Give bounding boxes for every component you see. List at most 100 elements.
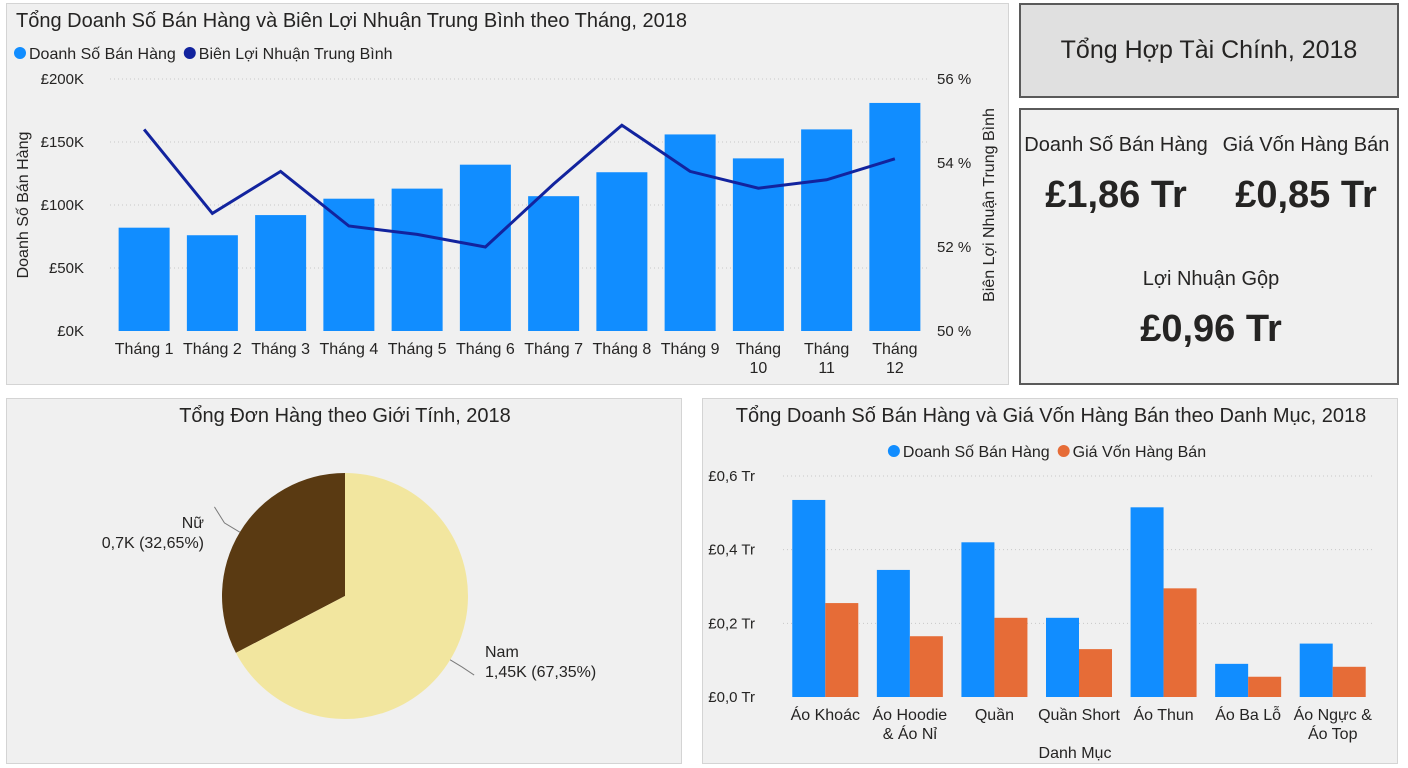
monthly-sales-bar-2 (255, 215, 307, 331)
monthly-y2-tick-1: 52 % (937, 239, 971, 256)
category-bar-0-2 (961, 542, 995, 697)
pie-slice-0 (221, 473, 345, 653)
category-bar-0-1 (876, 569, 910, 697)
monthly-chart: Doanh Số Bán Hàng Biên Lợi Nhuận Trung Bì… (14, 46, 998, 377)
monthly-x-tick-10-0: Tháng (804, 341, 849, 358)
pie-leader-line-1 (449, 659, 475, 676)
category-bar-0-0 (792, 499, 826, 697)
kpi-profit-label: Lợi Nhuận Gộp (1142, 268, 1280, 290)
gender-pie-chart: Nữ 0,7K (32,65%) Nam 1,45K (67,35%) (102, 473, 596, 719)
pie-label-name-1: Nam (485, 644, 519, 661)
monthly-sales-bar-1 (186, 235, 238, 331)
monthly-sales-bar-7 (596, 172, 648, 331)
category-x-tick-3-0: Quần Short (1038, 707, 1120, 724)
category-chart-title: Tổng Doanh Số Bán Hàng và Giá Vốn Hàng B… (735, 405, 1367, 427)
gender-chart-title: Tổng Đơn Hàng theo Giới Tính, 2018 (179, 405, 511, 427)
monthly-legend-marker-1 (183, 47, 196, 59)
monthly-x-tick-11-1: 12 (886, 360, 904, 377)
category-legend-marker-1 (1057, 445, 1070, 457)
monthly-x-tick-4-0: Tháng 5 (388, 341, 447, 358)
category-x-tick-6-1: Áo Top (1308, 724, 1358, 743)
category-chart: Doanh Số Bán Hàng Giá Vốn Hàng Bán £0,0 Tr… (708, 444, 1375, 762)
monthly-chart-title: Tổng Doanh Số Bán Hàng và Biên Lợi Nhuận… (16, 10, 687, 32)
monthly-y-axis-label: Doanh Số Bán Hàng (15, 132, 32, 279)
monthly-x-tick-8-0: Tháng 9 (661, 341, 720, 358)
monthly-x-tick-0-0: Tháng 1 (115, 341, 174, 358)
category-bar-0-4 (1130, 507, 1164, 697)
category-y-tick-0: £0,0 Tr (708, 689, 755, 706)
category-y-tick-3: £0,6 Tr (708, 468, 755, 485)
pie-label-name-0: Nữ (182, 515, 205, 532)
kpi-panel: Doanh Số Bán Hàng £1,86 Tr Giá Vốn Hàng … (1019, 108, 1399, 385)
monthly-x-tick-10-1: 11 (818, 360, 835, 377)
monthly-y2-axis-label: Biên Lợi Nhuận Trung Bình (981, 108, 998, 302)
category-bar-1-2 (994, 617, 1028, 697)
category-bar-1-3 (1079, 649, 1112, 697)
category-x-axis-label: Danh Mục (1039, 745, 1112, 762)
monthly-x-tick-1-0: Tháng 2 (183, 341, 242, 358)
monthly-y-tick-0: £0K (57, 323, 84, 340)
category-bar-0-3 (1046, 617, 1079, 697)
gender-orders-panel: Tổng Đơn Hàng theo Giới Tính, 2018 Nữ 0,7… (6, 398, 682, 764)
pie-slice-1 (235, 473, 468, 719)
category-x-tick-5-0: Áo Ba Lỗ (1215, 705, 1281, 724)
category-y-tick-2: £0,4 Tr (708, 542, 755, 559)
monthly-y-tick-1: £50K (49, 260, 84, 277)
monthly-legend-label-1: Biên Lợi Nhuận Trung Bình (199, 46, 393, 63)
category-bar-0-6 (1299, 643, 1333, 697)
category-legend-label-1: Giá Vốn Hàng Bán (1073, 444, 1206, 461)
kpi-cogs-value: £0,85 Tr (1235, 174, 1377, 216)
category-x-tick-2-0: Quần (975, 707, 1014, 724)
monthly-sales-bar-6 (528, 196, 580, 331)
monthly-x-tick-11-0: Tháng (872, 341, 917, 358)
monthly-x-tick-2-0: Tháng 3 (251, 341, 310, 358)
monthly-y2-tick-2: 54 % (937, 155, 971, 172)
monthly-x-tick-3-0: Tháng 4 (320, 341, 379, 358)
category-legend-label-0: Doanh Số Bán Hàng (903, 444, 1050, 461)
monthly-sales-bar-8 (664, 134, 716, 331)
monthly-y2-tick-0: 50 % (937, 323, 971, 340)
category-y-tick-1: £0,2 Tr (708, 615, 755, 632)
monthly-margin-line (142, 123, 896, 249)
category-x-tick-6-0: Áo Ngực & (1294, 705, 1373, 724)
pie-leader-line-0 (214, 506, 241, 533)
kpi-profit-value: £0,96 Tr (1140, 308, 1282, 350)
monthly-x-tick-9-0: Tháng (736, 341, 781, 358)
monthly-sales-bar-4 (391, 188, 443, 331)
financial-summary-title: Tổng Hợp Tài Chính, 2018 (1060, 36, 1358, 64)
monthly-x-tick-6-0: Tháng 7 (524, 341, 583, 358)
monthly-legend-marker-0 (14, 47, 26, 59)
pie-label-value-1: 1,45K (67,35%) (485, 664, 596, 681)
category-bar-1-0 (825, 603, 859, 697)
category-bar-0-5 (1215, 663, 1249, 697)
category-legend-marker-0 (887, 445, 900, 457)
kpi-cogs-label: Giá Vốn Hàng Bán (1222, 134, 1390, 156)
monthly-sales-bar-0 (118, 227, 170, 331)
category-bar-1-6 (1332, 666, 1366, 697)
monthly-x-tick-7-0: Tháng 8 (593, 341, 652, 358)
monthly-x-tick-5-0: Tháng 6 (456, 341, 515, 358)
monthly-sales-bar-3 (323, 198, 375, 331)
category-bar-1-5 (1248, 676, 1282, 697)
financial-summary-title-card: Tổng Hợp Tài Chính, 2018 (1019, 3, 1399, 98)
monthly-sales-bar-10 (801, 129, 853, 331)
category-bar-1-1 (909, 636, 943, 697)
monthly-x-tick-9-1: 10 (749, 360, 767, 377)
kpi-sales-value: £1,86 Tr (1045, 174, 1187, 216)
pie-label-value-0: 0,7K (32,65%) (102, 535, 204, 552)
category-bar-1-4 (1163, 588, 1197, 697)
category-x-tick-4-0: Áo Thun (1133, 705, 1193, 724)
monthly-sales-bar-11 (869, 102, 921, 331)
monthly-y-tick-3: £150K (41, 134, 84, 151)
monthly-legend-label-0: Doanh Số Bán Hàng (29, 46, 176, 63)
kpi-sales-label: Doanh Số Bán Hàng (1024, 134, 1208, 156)
monthly-y2-tick-3: 56 % (937, 71, 971, 88)
category-sales-panel: Tổng Doanh Số Bán Hàng và Giá Vốn Hàng B… (702, 398, 1398, 764)
category-x-tick-1-1: & Áo Nỉ (883, 724, 938, 743)
monthly-y-tick-4: £200K (41, 71, 84, 88)
category-x-tick-1-0: Áo Hoodie (872, 705, 947, 724)
category-x-tick-0-0: Áo Khoác (791, 705, 860, 724)
category-legend: Doanh Số Bán Hàng Giá Vốn Hàng Bán (887, 444, 1206, 461)
monthly-sales-panel: Tổng Doanh Số Bán Hàng và Biên Lợi Nhuận… (6, 3, 1009, 385)
monthly-y-tick-2: £100K (41, 197, 84, 214)
